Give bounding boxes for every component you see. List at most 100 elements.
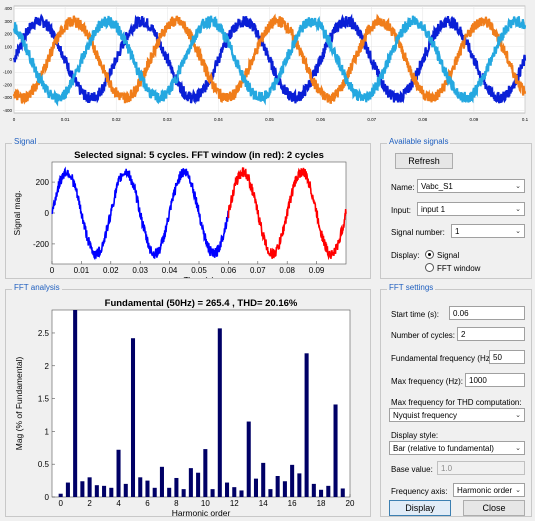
harmonic-bar	[196, 472, 201, 497]
harmonic-bar	[217, 328, 222, 497]
signal-y-tick: -200	[33, 240, 50, 249]
harmonic-bar	[145, 480, 150, 497]
harmonic-bar	[102, 485, 107, 497]
fft-settings-group: FFT settings Start time (s): 0.06 Number…	[380, 283, 532, 517]
chevron-down-icon: ⌄	[515, 487, 521, 494]
refresh-button[interactable]: Refresh	[395, 153, 453, 169]
signal-x-tick: 0.09	[309, 266, 325, 275]
harmonic-bar	[152, 487, 157, 497]
display-signal-radio[interactable]	[425, 250, 434, 259]
top-y-tick: 200	[4, 32, 12, 37]
harmonic-bar	[87, 477, 92, 497]
fund-freq-field[interactable]: 50	[489, 350, 525, 364]
harmonic-bar	[159, 466, 164, 497]
signal-x-label: Time (s)	[184, 275, 215, 278]
harmonic-bar	[333, 404, 338, 497]
signal-x-tick: 0	[50, 266, 55, 275]
harmonic-bar	[253, 478, 258, 497]
harmonic-bar	[188, 468, 193, 497]
top-y-tick: 0	[9, 57, 12, 62]
chevron-down-icon: ⌄	[515, 445, 521, 452]
chevron-down-icon: ⌄	[515, 206, 521, 213]
top-y-tick: 100	[4, 44, 12, 49]
base-value-field: 1.0	[437, 461, 525, 475]
signal-x-tick: 0.01	[74, 266, 90, 275]
fft-x-tick: 2	[87, 499, 92, 508]
chevron-down-icon: ⌄	[515, 228, 521, 235]
signal-line	[51, 166, 230, 261]
signal-x-tick: 0.08	[279, 266, 295, 275]
top-y-tick: -200	[3, 82, 13, 87]
start-time-field[interactable]: 0.06	[449, 306, 525, 320]
signal-y-label: Signal mag.	[12, 191, 22, 236]
cycles-label: Number of cycles:	[391, 331, 456, 340]
phase-line-3	[12, 15, 527, 107]
harmonic-bar	[65, 482, 70, 497]
fft-x-tick: 20	[346, 499, 355, 508]
top-x-tick: 0.05	[265, 117, 274, 122]
display-style-select[interactable]: Bar (relative to fundamental) ⌄	[389, 441, 525, 455]
top-x-tick: 0	[13, 117, 16, 122]
display-label: Display:	[391, 251, 420, 260]
harmonic-bar	[261, 462, 266, 497]
display-button[interactable]: Display	[389, 500, 451, 516]
fft-y-tick: 2	[45, 362, 50, 371]
display-style-label: Display style:	[391, 431, 439, 440]
fft-x-label: Harmonic order	[172, 508, 231, 516]
fft-x-tick: 12	[230, 499, 239, 508]
signal-y-tick: 0	[45, 209, 50, 218]
top-x-tick: 0.06	[316, 117, 325, 122]
thd-max-select[interactable]: Nyquist frequency ⌄	[389, 408, 525, 422]
display-style-value: Bar (relative to fundamental)	[393, 444, 494, 453]
display-fft-window-radio[interactable]	[425, 263, 434, 272]
fft-settings-title: FFT settings	[387, 283, 436, 292]
harmonic-bar	[138, 477, 143, 497]
fft-bar-chart: Fundamental (50Hz) = 265.4 , THD= 20.16%…	[14, 298, 355, 518]
freq-axis-select[interactable]: Harmonic order ⌄	[453, 483, 525, 497]
signal-x-tick: 0.04	[162, 266, 178, 275]
harmonic-bar	[116, 449, 121, 497]
signal-x-tick: 0.03	[132, 266, 148, 275]
harmonic-bar	[225, 482, 230, 497]
top-x-tick: 0.02	[112, 117, 121, 122]
signal-plot: Selected signal: 5 cycles. FFT window (i…	[12, 150, 347, 285]
freq-axis-value: Harmonic order	[457, 486, 513, 495]
name-select[interactable]: Vabc_S1 ⌄	[417, 179, 525, 193]
harmonic-bar	[167, 487, 172, 497]
fft-x-tick: 6	[145, 499, 150, 508]
fft-y-tick: 0.5	[38, 460, 50, 469]
phase-line-2	[12, 13, 527, 105]
fft-chart-title: Fundamental (50Hz) = 265.4 , THD= 20.16%	[105, 298, 298, 309]
harmonic-bar	[268, 489, 273, 497]
available-signals-title: Available signals	[387, 137, 451, 146]
fft-y-tick: 0	[45, 493, 50, 502]
fft-x-tick: 0	[58, 499, 63, 508]
freq-axis-label: Frequency axis:	[391, 487, 448, 496]
harmonic-bar	[181, 489, 186, 497]
signal-x-tick: 0.02	[103, 266, 119, 275]
fft-x-tick: 14	[259, 499, 268, 508]
harmonic-bar	[80, 481, 85, 497]
top-y-tick: 400	[4, 6, 12, 11]
signal-number-select[interactable]: 1 ⌄	[451, 224, 525, 238]
harmonic-bar	[290, 464, 295, 497]
harmonic-bar	[174, 477, 179, 497]
display-fft-window-label: FFT window	[437, 264, 481, 273]
fft-y-tick: 1	[45, 427, 50, 436]
harmonic-bar	[130, 338, 136, 497]
harmonic-bar	[109, 487, 114, 497]
fund-freq-label: Fundamental frequency (Hz):	[391, 354, 495, 363]
harmonic-bar	[304, 353, 309, 497]
harmonic-bar	[123, 483, 128, 497]
base-value-label: Base value:	[391, 465, 433, 474]
harmonic-bar	[275, 476, 280, 497]
max-freq-field[interactable]: 1000	[465, 373, 525, 387]
signal-number-value: 1	[455, 227, 460, 236]
input-select[interactable]: input 1 ⌄	[417, 202, 525, 216]
cycles-field[interactable]: 2	[457, 327, 525, 341]
harmonic-bar	[340, 488, 345, 497]
fft-y-tick: 2.5	[38, 329, 50, 338]
close-button[interactable]: Close	[463, 500, 525, 516]
fft-y-label: Mag (% of Fundamental)	[14, 357, 24, 451]
phase-line-1	[12, 13, 527, 105]
